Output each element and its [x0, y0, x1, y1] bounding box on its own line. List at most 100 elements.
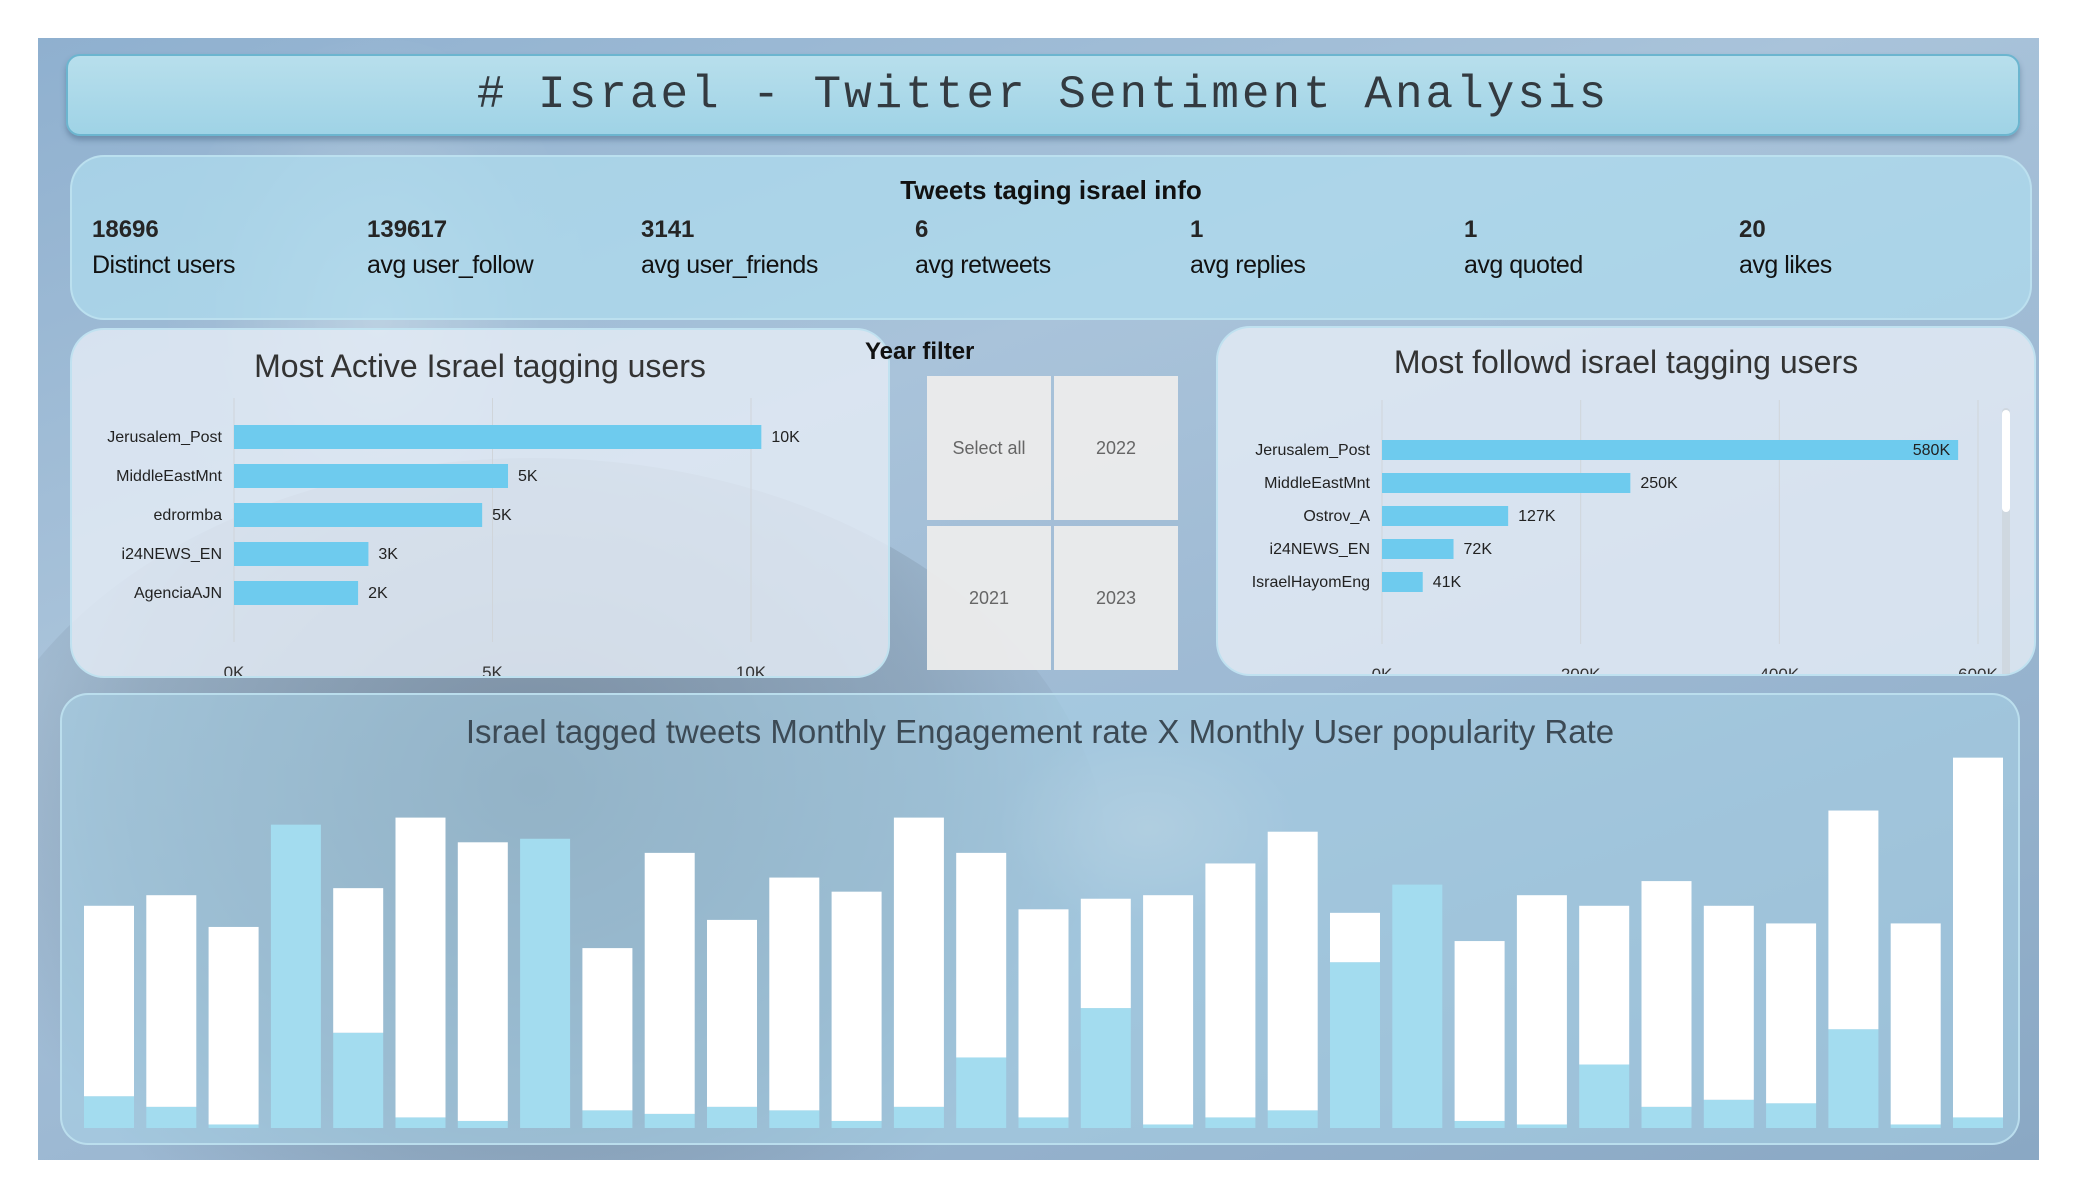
bar-segment-engagement — [457, 1120, 508, 1128]
bar-segment-popularity — [707, 919, 757, 1107]
bar-segment-engagement — [146, 1106, 197, 1128]
most-active-users-panel: Most Active Israel tagging users 0K 5K 10K… — [70, 328, 890, 678]
kpi-avg-quoted: 1 avg quoted — [1464, 213, 1583, 283]
bar-segment-popularity — [1080, 898, 1131, 1009]
bar-segment-engagement — [1330, 962, 1380, 1128]
most-active-users-title: Most Active Israel tagging users — [254, 348, 706, 384]
kpi-value: 18696 — [92, 216, 159, 243]
bar-segment-popularity — [208, 926, 259, 1125]
data-label: 5K — [492, 507, 512, 524]
bar-segment-popularity — [1267, 831, 1318, 1111]
bar-segment-engagement — [1267, 1110, 1318, 1128]
kpi-distinct-users: 18696 Distinct users — [92, 213, 236, 283]
y-category-label: AgenciaAJN — [134, 585, 222, 602]
scrollbar-thumb — [2002, 410, 2010, 512]
bar-segment-popularity — [84, 905, 134, 1097]
bar-segment-engagement — [644, 1113, 695, 1128]
engagement-chart — [84, 757, 2003, 1128]
y-category-label: i24NEWS_EN — [122, 546, 222, 563]
bar-segment-popularity — [1766, 923, 1817, 1104]
tweets-info-panel: Tweets taging israel info 18696 Distinct… — [70, 155, 2032, 320]
bar-segment-popularity — [457, 842, 508, 1121]
x-tick-label: 400K — [1759, 665, 1799, 674]
data-label: 3K — [378, 546, 398, 563]
bar — [234, 425, 762, 449]
bar-segment-popularity — [1890, 923, 1941, 1125]
bar-segment-popularity — [1330, 912, 1380, 963]
bar-segment-popularity — [333, 888, 384, 1033]
x-tick-label: 0K — [224, 663, 245, 676]
bar-segment-engagement — [1703, 1099, 1754, 1128]
bar-segment-popularity — [1703, 905, 1754, 1100]
bar-segment-engagement — [1392, 884, 1443, 1128]
y-category-label: edrormba — [154, 507, 223, 524]
y-category-label: Jerusalem_Post — [1255, 442, 1370, 459]
y-category-label: Jerusalem_Post — [107, 429, 222, 446]
bar-segment-popularity — [1143, 895, 1194, 1125]
y-category-label: i24NEWS_EN — [1270, 541, 1370, 558]
bar-segment-popularity — [1018, 909, 1069, 1118]
bar — [234, 581, 359, 605]
y-category-label: MiddleEastMnt — [1264, 475, 1370, 492]
bar-segment-popularity — [644, 852, 695, 1114]
dashboard-title-bar: # Israel - Twitter Sentiment Analysis — [66, 54, 2020, 136]
bar — [234, 542, 369, 566]
kpi-avg-user-friends: 3141 avg user_friends — [641, 213, 818, 283]
data-label: 127K — [1518, 508, 1556, 525]
year-option-2021[interactable]: 2021 — [927, 526, 1051, 670]
data-label: 580K — [1913, 442, 1951, 459]
engagement-chart-title: Israel tagged tweets Monthly Engagement … — [465, 713, 1615, 750]
dashboard-title: # Israel - Twitter Sentiment Analysis — [476, 69, 1610, 121]
bar-segment-popularity — [1953, 757, 2003, 1118]
kpi-avg-likes: 20 avg likes — [1739, 213, 1832, 283]
bar-segment-engagement — [1579, 1064, 1630, 1128]
kpi-value: 6 — [915, 216, 929, 243]
bar-segment-engagement — [395, 1117, 446, 1128]
y-category-label: IsraelHayomEng — [1252, 574, 1370, 591]
year-filter-title: Year filter — [865, 338, 975, 365]
x-tick-label: 0K — [1372, 665, 1393, 674]
kpi-value: 1 — [1464, 216, 1478, 243]
y-category-label: Ostrov_A — [1303, 508, 1370, 525]
kpi-value: 139617 — [367, 216, 448, 243]
kpi-value: 20 — [1739, 216, 1766, 243]
bar-segment-engagement — [1953, 1117, 2003, 1128]
data-label: 10K — [771, 429, 800, 446]
bar-segment-engagement — [208, 1124, 259, 1128]
bar-segment-popularity — [831, 891, 882, 1121]
bar-segment-engagement — [831, 1120, 882, 1128]
bar-segment-popularity — [1205, 863, 1256, 1118]
bar-segment-engagement — [769, 1110, 820, 1128]
bar-segment-engagement — [1205, 1117, 1256, 1128]
year-option-2022[interactable]: 2022 — [1054, 376, 1178, 520]
kpi-label: Distinct users — [92, 251, 236, 279]
bar-segment-engagement — [1766, 1103, 1817, 1128]
kpi-label: avg retweets — [915, 251, 1051, 279]
bar-segment-engagement — [333, 1032, 384, 1128]
x-tick-label: 600K — [1958, 665, 1998, 674]
bar-segment-engagement — [84, 1096, 134, 1128]
year-option-select-all[interactable]: Select all — [927, 376, 1051, 520]
bar-segment-popularity — [582, 948, 633, 1111]
data-label: 72K — [1464, 541, 1493, 558]
kpi-label: avg user_follow — [367, 251, 534, 279]
bar — [1382, 572, 1423, 592]
year-option-2023[interactable]: 2023 — [1054, 526, 1178, 670]
bar-segment-engagement — [707, 1106, 757, 1128]
data-label: 41K — [1433, 574, 1462, 591]
dashboard-canvas: # Israel - Twitter Sentiment Analysis Tw… — [38, 38, 2039, 1160]
bar-segment-engagement — [1641, 1106, 1692, 1128]
bar-segment-engagement — [1143, 1124, 1194, 1128]
bar-segment-engagement — [1828, 1029, 1879, 1128]
x-tick-label: 200K — [1561, 665, 1601, 674]
bar-segment-engagement — [582, 1110, 633, 1128]
kpi-value: 3141 — [641, 216, 695, 243]
bar-segment-popularity — [956, 852, 1007, 1058]
bar-segment-popularity — [1641, 881, 1692, 1107]
bar — [1382, 506, 1509, 526]
bar-segment-popularity — [1828, 810, 1879, 1030]
x-tick-label: 10K — [736, 663, 767, 676]
bar-segment-engagement — [1454, 1120, 1505, 1128]
bar-segment-popularity — [395, 817, 446, 1118]
data-label: 250K — [1640, 475, 1678, 492]
